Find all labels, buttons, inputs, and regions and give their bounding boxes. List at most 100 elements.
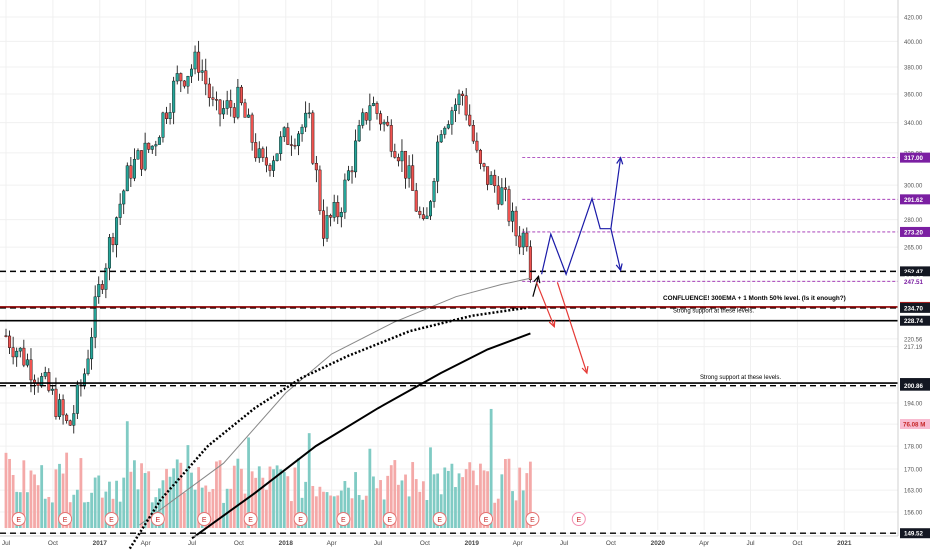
- volume-bar: [457, 473, 461, 528]
- volume-bar: [407, 496, 411, 528]
- volume-bar: [347, 487, 350, 528]
- annotation-support-1: Strong support at these levels.: [673, 309, 754, 315]
- volume-bar: [471, 470, 475, 528]
- candle-body: [111, 237, 115, 246]
- volume-bar: [243, 493, 247, 528]
- price-tick-label: 170.00: [904, 468, 923, 474]
- candle-body: [368, 105, 372, 121]
- volume-bar: [521, 490, 525, 528]
- candle-body: [186, 76, 190, 87]
- candle-body: [307, 112, 311, 115]
- candle-body: [150, 145, 154, 150]
- candle-body: [107, 237, 111, 269]
- candle-body: [25, 359, 29, 366]
- candle-body: [261, 148, 265, 158]
- volume-bar: [275, 465, 279, 528]
- volume-bar: [421, 481, 425, 528]
- candle-body: [200, 70, 204, 73]
- candle-body: [475, 140, 479, 151]
- volume-bar: [396, 484, 400, 528]
- earnings-marker-label: E: [16, 517, 21, 524]
- volume-bar: [289, 501, 293, 528]
- candle-body: [214, 99, 218, 101]
- candle-body: [115, 217, 119, 246]
- candle-body: [279, 136, 283, 154]
- volume-bar: [65, 452, 69, 528]
- volume-bar: [215, 461, 218, 528]
- time-tick-label: Jul: [188, 540, 196, 547]
- volume-bar: [429, 447, 432, 528]
- candle-body: [15, 350, 19, 358]
- candle-body: [400, 150, 404, 162]
- candle-body: [29, 359, 33, 381]
- candle-body: [132, 158, 136, 179]
- price-badge: [900, 315, 930, 326]
- volume-bar: [254, 477, 258, 528]
- volume-bar: [282, 472, 286, 528]
- candle-body: [514, 210, 518, 237]
- earnings-marker-label: E: [437, 517, 442, 524]
- time-tick-label: Apr: [513, 540, 524, 547]
- candle-body: [82, 373, 86, 387]
- candle-body: [428, 201, 432, 217]
- price-badge: [900, 380, 930, 391]
- volume-bar: [43, 498, 47, 528]
- earnings-marker-label: E: [576, 517, 581, 524]
- volume-bar: [108, 481, 111, 528]
- volume-bar: [393, 460, 397, 528]
- price-badge: [900, 226, 930, 237]
- volume-bar: [250, 471, 254, 528]
- volume-bar: [414, 479, 418, 528]
- candle-body: [507, 189, 511, 222]
- volume-bar: [368, 448, 372, 528]
- volume-bar: [386, 475, 390, 528]
- volume-bar: [286, 476, 290, 528]
- time-tick-label: Apr: [141, 540, 152, 547]
- candle-body: [222, 108, 226, 115]
- volume-bar: [454, 487, 457, 528]
- candle-body: [357, 125, 361, 142]
- candle-body: [22, 347, 26, 366]
- volume-bar: [265, 489, 268, 528]
- volume-bar: [528, 461, 532, 528]
- candle-body: [218, 99, 222, 115]
- candle-body: [122, 190, 126, 205]
- candle-body: [389, 125, 393, 152]
- candle-body: [411, 165, 415, 191]
- candle-body: [8, 335, 12, 348]
- candle-body: [147, 142, 151, 150]
- arrow-bullish: [541, 157, 622, 277]
- candle-body: [257, 148, 261, 159]
- volume-bar: [268, 466, 272, 528]
- time-tick-label: 2021: [837, 540, 852, 547]
- volume-bar: [240, 468, 243, 528]
- volume-bar: [47, 496, 51, 528]
- earnings-marker-label: E: [248, 517, 253, 524]
- volume-bar: [482, 470, 486, 528]
- candle-body: [371, 103, 375, 106]
- volume-bar: [193, 489, 197, 528]
- volume-bar: [33, 474, 36, 528]
- candle-body: [40, 376, 44, 386]
- volume-badge-label: 76.08 M: [903, 422, 925, 429]
- candle-body: [72, 413, 76, 426]
- candle-body: [61, 399, 65, 416]
- volume-bar: [161, 480, 165, 528]
- candle-body: [336, 202, 340, 218]
- candle-body: [268, 164, 272, 171]
- price-badge-label: 317.00: [904, 155, 923, 162]
- price-tick-label: 420.00: [904, 16, 923, 22]
- candle-body: [407, 165, 411, 179]
- volume-bar: [311, 485, 315, 528]
- volume-bar: [204, 485, 208, 528]
- volume-bar: [90, 492, 94, 528]
- volume-bar: [175, 459, 179, 528]
- candle-body: [286, 127, 290, 145]
- candle-body: [500, 187, 504, 205]
- candle-body: [197, 51, 201, 73]
- volume-bar: [329, 495, 333, 528]
- earnings-marker: [150, 512, 165, 526]
- annotation-support-2: Strong support at these levels.: [700, 375, 781, 381]
- arrow-bearish-1: [535, 282, 555, 327]
